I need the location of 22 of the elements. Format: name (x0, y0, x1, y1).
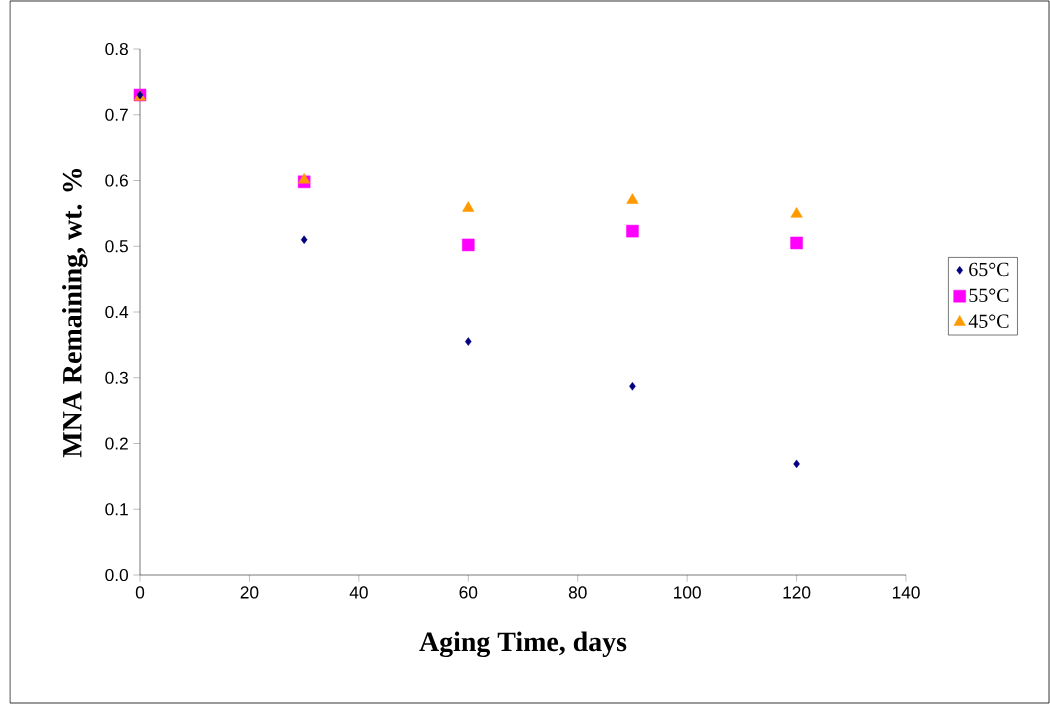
y-tick-label: 0.8 (105, 42, 128, 56)
y-tick-label: 0.2 (105, 437, 128, 450)
y-tick-label: 0.0 (105, 568, 128, 582)
x-tick-label: 120 (783, 586, 811, 599)
y-tick-label: 0.4 (105, 305, 129, 319)
y-tick-label: 0.5 (105, 240, 128, 253)
x-tick-label: 40 (349, 586, 368, 599)
x-tick-label: 0 (135, 586, 145, 599)
legend-label: 65°C (969, 262, 1009, 277)
x-tick-label: 140 (892, 586, 920, 599)
x-axis-title: Aging Time, days (419, 631, 627, 658)
y-axis-title: MNA Remaining, wt. % (62, 168, 88, 458)
x-tick-label: 100 (674, 586, 701, 599)
x-tick-label: 60 (459, 586, 478, 599)
legend-label: 55°C (969, 288, 1009, 303)
x-tick-label: 80 (568, 586, 587, 599)
x-tick-label: 20 (240, 586, 259, 599)
y-tick-label: 0.7 (105, 108, 128, 121)
y-tick-label: 0.6 (105, 174, 128, 187)
y-tick-label: 0.1 (105, 503, 128, 516)
y-tick-label: 0.3 (105, 371, 128, 384)
legend-label: 45°C (968, 314, 1009, 328)
